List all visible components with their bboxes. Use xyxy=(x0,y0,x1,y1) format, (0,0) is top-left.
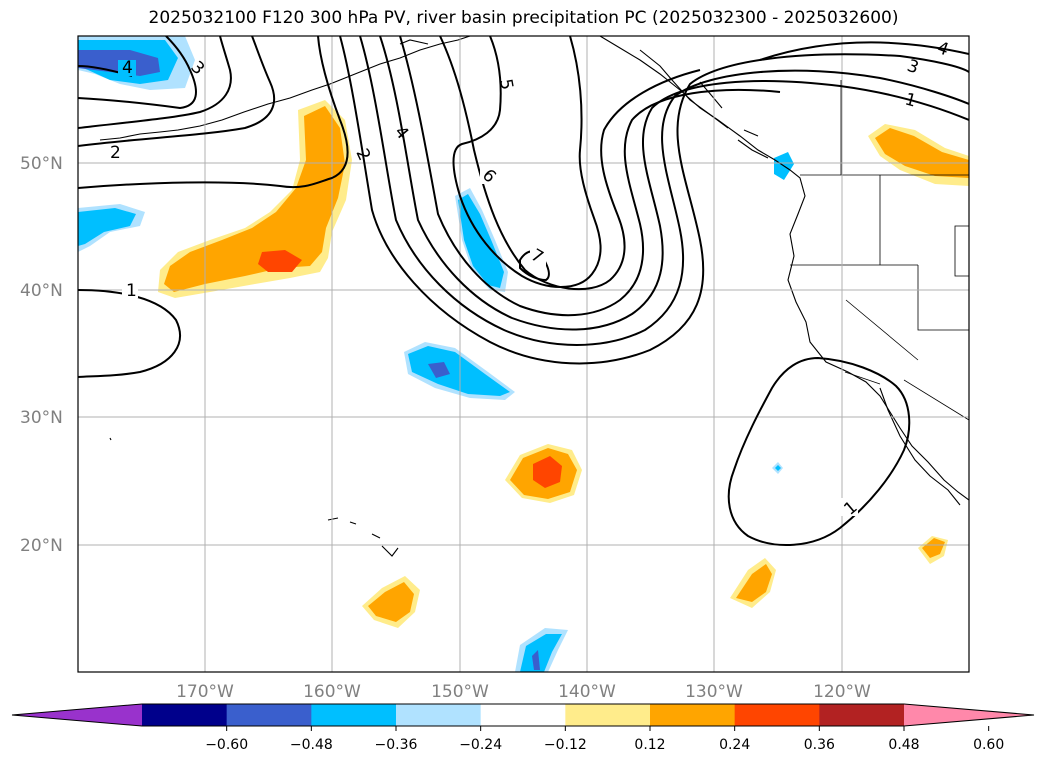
pv-contour-line xyxy=(379,36,969,331)
pv-contour-label: 5 xyxy=(495,77,517,91)
colorbar-swatch xyxy=(142,704,228,726)
pv-contour-label: 2 xyxy=(351,146,374,164)
pv-contour-line xyxy=(759,41,969,61)
colorbar-tick-label: −0.24 xyxy=(459,737,502,753)
pv-contour-line xyxy=(339,36,969,365)
colorbar-extend-high xyxy=(904,704,1034,726)
lat-label-20n: 20°N xyxy=(20,536,63,556)
pv-contour-line xyxy=(439,36,701,291)
colorbar-tick-label: −0.36 xyxy=(375,737,418,753)
colorbar-swatch xyxy=(396,704,482,726)
precip-shading xyxy=(78,36,969,672)
lat-label-30n: 30°N xyxy=(20,408,63,428)
colorbar-outline xyxy=(11,703,1035,727)
pv-contour-line xyxy=(78,36,275,147)
pv-contour-line xyxy=(399,36,781,317)
pv-contour-line xyxy=(78,36,197,110)
pv-contours xyxy=(78,36,969,546)
lon-label-120w: 120°W xyxy=(813,682,871,702)
pv-contour-label: 1 xyxy=(903,90,919,112)
colorbar-tick-label: 0.60 xyxy=(973,737,1004,753)
lat-axis-labels: 20°N 30°N 40°N 50°N xyxy=(20,154,63,556)
lon-label-150w: 150°W xyxy=(431,682,489,702)
pv-contour-label: 4 xyxy=(122,58,133,78)
pv-contour-label: 1 xyxy=(840,497,861,519)
colorbar-tick-label: 0.48 xyxy=(888,737,919,753)
map-plot-area: 4 3 2 1 2 4 5 6 7 3 4 1 1 xyxy=(78,36,969,672)
colorbar-swatch xyxy=(734,704,820,726)
colorbar-swatch xyxy=(480,704,566,726)
political-borders xyxy=(790,80,969,421)
lon-label-170w: 170°W xyxy=(176,682,234,702)
colorbar-swatch xyxy=(226,704,312,726)
pv-contour-label: 3 xyxy=(904,56,921,78)
lat-label-50n: 50°N xyxy=(20,154,63,174)
colorbar-swatch xyxy=(311,704,397,726)
pv-contour-label: 4 xyxy=(390,122,412,143)
colorbar-extend-low xyxy=(12,704,142,726)
lat-label-40n: 40°N xyxy=(20,281,63,301)
pv-contour-line xyxy=(452,36,602,288)
colorbar-tick-label: 0.24 xyxy=(719,737,750,753)
lon-axis-labels: 170°W 160°W 150°W 140°W 130°W 120°W xyxy=(176,682,871,702)
pv-contour-line xyxy=(727,356,911,546)
pv-contour-line xyxy=(78,36,349,189)
map-title: 2025032100 F120 300 hPa PV, river basin … xyxy=(148,8,899,28)
colorbar-tick-label: −0.12 xyxy=(544,737,587,753)
pv-contour-line xyxy=(78,36,232,129)
colorbar-tick-label: 0.36 xyxy=(804,737,835,753)
map-frame xyxy=(77,35,970,673)
pv-contour-label: 1 xyxy=(126,281,137,301)
colorbar-tick-label: 0.12 xyxy=(634,737,665,753)
lon-label-140w: 140°W xyxy=(558,682,616,702)
colorbar-tick-label: −0.48 xyxy=(290,737,333,753)
colorbar-swatch xyxy=(650,704,736,726)
pv-contour-line xyxy=(359,36,969,346)
colorbar-tick-label: −0.60 xyxy=(205,737,248,753)
pv-contour-line xyxy=(78,289,181,378)
coastlines xyxy=(99,36,969,557)
colorbar-swatch xyxy=(819,704,905,726)
pv-contour-label: 2 xyxy=(110,143,121,163)
colorbar: −0.60 −0.48 −0.36 −0.24 −0.12 0.12 0.24 0.36 0.4… xyxy=(11,703,1035,753)
lon-label-130w: 130°W xyxy=(685,682,743,702)
colorbar-swatch xyxy=(565,704,651,726)
lon-label-160w: 160°W xyxy=(303,682,361,702)
gridlines xyxy=(78,36,969,672)
